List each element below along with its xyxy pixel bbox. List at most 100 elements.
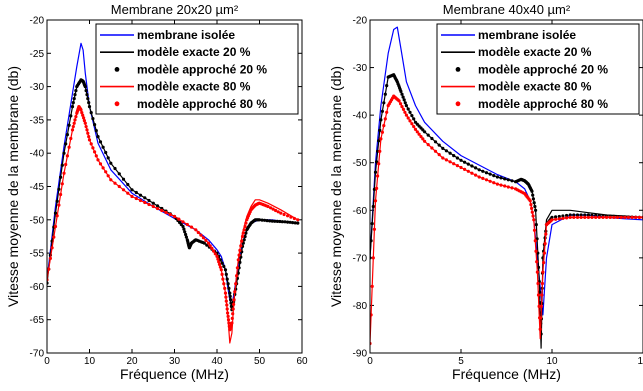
chart-0-series-4-point <box>196 230 200 235</box>
chart-1-series-4-point <box>495 182 499 186</box>
chart-1-series-2-point <box>430 136 434 141</box>
chart-1-series-2-point <box>477 168 481 172</box>
chart-0-series-2-point <box>94 129 98 133</box>
chart-1-series-4-point <box>590 215 594 219</box>
chart-0-series-4-point <box>224 295 228 299</box>
chart-0-series-4-point <box>57 203 61 207</box>
chart-1-series-4-point <box>626 215 631 219</box>
chart-0-series-4-point <box>222 282 226 286</box>
chart-1-series-4-point <box>375 186 379 190</box>
chart-0-series-4-point <box>210 246 214 250</box>
chart-0-series-2-point <box>184 232 188 237</box>
chart-0-series-4-point <box>231 312 235 316</box>
chart-1-series-4-point <box>540 281 545 286</box>
chart-1-series-4-point <box>637 215 642 219</box>
chart-0-series-2-point <box>101 145 105 149</box>
chart-1-series-2-point <box>506 178 510 182</box>
chart-0-series-2-point <box>109 161 113 165</box>
chart-0-series-2-point <box>155 204 160 208</box>
chart-0-series-2-point <box>283 220 287 224</box>
chart-1-series-2-point <box>565 213 569 218</box>
chart-1-series-4-point <box>412 125 416 129</box>
chart-1-series-4-point <box>532 218 536 222</box>
chart-1-axes-frame <box>369 19 643 354</box>
chart-0-ytick-label: -45 <box>30 182 45 193</box>
chart-1-series-2-point <box>575 213 580 217</box>
chart-0-series-2-point <box>222 264 226 268</box>
chart-0-series-4-point <box>189 225 194 229</box>
chart-1-xtick-label: 0 <box>367 356 373 367</box>
chart-1-series-2-point <box>484 171 489 175</box>
chart-1-series-4-point <box>533 239 537 243</box>
chart-0-legend-swatch-4 <box>114 101 120 107</box>
chart-1-series-2-point <box>590 213 594 217</box>
chart-0-ytick-label: -50 <box>30 215 45 226</box>
chart-1-series-4-point <box>534 249 538 253</box>
chart-1-title: Membrane 40x40 µm² <box>443 2 571 17</box>
chart-1-series-4-point <box>579 215 583 219</box>
chart-0-series-4-point <box>64 162 68 167</box>
chart-0-series-4-point <box>212 249 216 253</box>
chart-0-series-4-point <box>82 119 86 123</box>
chart-1-series-2-point <box>382 101 386 105</box>
chart-0-series-2-point <box>87 101 91 105</box>
chart-0-legend-label-4: modèle approché 80 % <box>137 97 267 111</box>
chart-0-series-2-point <box>113 166 117 171</box>
chart-0-series-2-point <box>223 268 228 272</box>
chart-1-series-2-point <box>370 222 374 226</box>
chart-0-series-4-point <box>104 170 108 174</box>
chart-1-series-4-point <box>536 281 540 286</box>
chart-0-series-4-point <box>241 231 245 235</box>
chart-0-series-4-point <box>181 220 185 224</box>
chart-0-series-2-point <box>225 277 229 281</box>
chart-0-series-4-point <box>79 108 83 112</box>
chart-0-xtick-label: 40 <box>211 356 223 367</box>
chart-0-xtick-label: 60 <box>296 356 308 367</box>
chart-0-series-2-point <box>293 221 297 225</box>
chart-0-series-2-point <box>182 227 186 231</box>
chart-0-legend: membrane isolée modèle exacte 20 % modèle … <box>95 23 299 115</box>
chart-0-series-2-point <box>273 219 277 223</box>
chart-1-series-4-point <box>397 99 401 103</box>
chart-0-series-4-point <box>239 244 243 248</box>
chart-1-legend-box <box>436 23 640 115</box>
chart-1-series-2-point <box>423 130 427 134</box>
chart-0-series-4-point <box>289 215 293 219</box>
chart-0-series-4-point <box>269 206 273 210</box>
chart-0-series-4-point <box>160 208 164 213</box>
chart-0-series-4-point <box>279 211 283 215</box>
chart-1-series-2-point <box>572 213 576 217</box>
chart-0-series-4-point <box>74 115 78 119</box>
chart-1-series-4-point <box>481 176 485 180</box>
chart-0-series-4-point <box>84 125 88 129</box>
chart-0-series-2-point <box>69 114 73 118</box>
chart-0-series-2-point <box>130 188 134 192</box>
chart-0-series-2-point <box>59 175 63 179</box>
chart-0-series-2-point <box>138 193 143 197</box>
chart-1-series-4-point <box>506 185 510 189</box>
chart-1-series-4-point <box>530 206 534 210</box>
chart-1-series-4-point <box>605 215 609 219</box>
chart-1-series-2-point <box>433 140 438 144</box>
chart-1-legend-label-2: modèle approché 20 % <box>478 62 608 76</box>
chart-1-series-4-point <box>612 215 616 219</box>
chart-1-series-4-point <box>423 139 427 143</box>
chart-1-series-2-point <box>554 215 558 219</box>
chart-0-series-2-point <box>117 172 121 176</box>
chart-0-series-2-point <box>126 182 130 187</box>
chart-1-xtick-label: 15 <box>637 356 643 367</box>
chart-1-series-4-point <box>510 186 514 190</box>
chart-1-series-4-point <box>370 284 374 288</box>
chart-1-series-2-point <box>404 104 408 108</box>
chart-1-series-4-point <box>379 137 383 141</box>
chart-0-series-4-point <box>216 257 220 261</box>
chart-1-series-4-point <box>499 183 503 187</box>
chart-0-series-4-point <box>194 228 198 232</box>
chart-1-series-4-point <box>615 215 620 219</box>
chart-0-series-4-point <box>96 158 100 162</box>
chart-0-series-4-point <box>94 154 98 158</box>
chart-1-legend-label-0: membrane isolée <box>478 28 576 42</box>
chart-0-series-2-point <box>73 93 77 97</box>
chart-0-series-2-point <box>65 133 69 137</box>
